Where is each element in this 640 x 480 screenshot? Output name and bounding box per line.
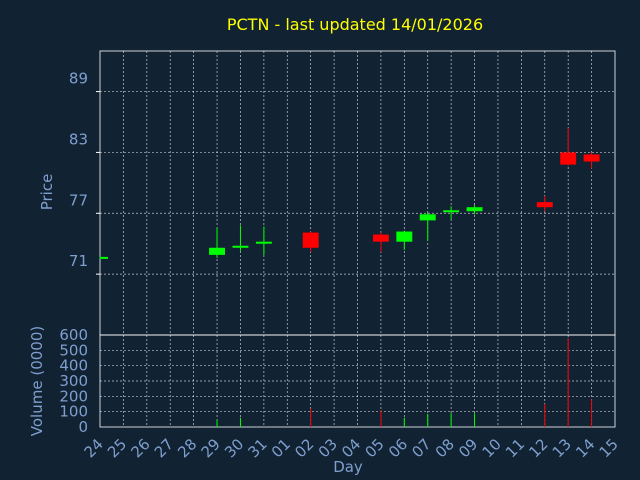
candle-body xyxy=(372,234,389,242)
x-tick-label: 10 xyxy=(479,435,505,461)
candle-07 xyxy=(419,212,436,241)
candle-08 xyxy=(443,206,460,220)
volume-tick-label: 100 xyxy=(59,403,88,421)
candle-body xyxy=(232,245,249,248)
price-tick-label: 77 xyxy=(69,191,88,209)
volume-tick-label: 0 xyxy=(78,418,88,436)
x-tick-label: 14 xyxy=(572,435,598,461)
candle-body xyxy=(466,207,483,212)
candle-31 xyxy=(255,226,272,255)
volume-axis-label: Volume (0000) xyxy=(28,326,46,436)
candle-body xyxy=(100,256,108,259)
candle-14 xyxy=(583,152,600,169)
x-tick-label: 24 xyxy=(81,435,107,461)
x-tick-label: 11 xyxy=(502,435,528,461)
volume-tick-label: 600 xyxy=(59,326,88,344)
x-tick-label: 08 xyxy=(432,435,458,461)
volume-tick-label: 200 xyxy=(59,387,88,405)
x-tick-label: 31 xyxy=(244,435,270,461)
price-panel: 71 77 83 89 xyxy=(69,50,616,336)
candle-30 xyxy=(232,225,249,251)
candle-body xyxy=(396,231,413,242)
candle-body xyxy=(302,232,319,248)
candle-13 xyxy=(560,128,577,166)
candle-body xyxy=(209,247,226,255)
candle-02 xyxy=(302,231,319,252)
candle-body xyxy=(443,210,460,213)
x-tick-label: 26 xyxy=(127,435,153,461)
x-tick-label: 15 xyxy=(596,435,622,461)
x-tick-label: 06 xyxy=(385,435,411,461)
candle-body xyxy=(560,152,577,165)
volume-tick-label: 400 xyxy=(59,357,88,375)
x-tick-label: 07 xyxy=(408,435,434,461)
candle-body xyxy=(419,214,436,221)
x-tick-label: 01 xyxy=(268,435,294,461)
price-tick-label: 83 xyxy=(69,130,88,148)
x-axis-label: Day xyxy=(333,458,363,476)
volume-tick-label: 300 xyxy=(59,372,88,390)
x-tick-label: 02 xyxy=(291,435,317,461)
x-tick-label: 05 xyxy=(362,435,388,461)
x-tick-label: 30 xyxy=(221,435,247,461)
x-tick-label: 28 xyxy=(174,435,200,461)
x-tick-label: 09 xyxy=(455,435,481,461)
volume-tick-label: 500 xyxy=(59,341,88,359)
x-tick-label: 12 xyxy=(525,435,551,461)
price-tick-label: 71 xyxy=(69,252,88,270)
candle-05 xyxy=(372,232,389,252)
candle-09 xyxy=(466,205,483,215)
candle-body xyxy=(255,241,272,244)
candle-body xyxy=(536,202,553,208)
x-tick-label: 13 xyxy=(549,435,575,461)
candle-06 xyxy=(396,230,413,250)
candle-24 xyxy=(99,256,108,259)
x-tick-label: 25 xyxy=(104,435,130,461)
x-tick-label: 27 xyxy=(151,435,177,461)
candle-29 xyxy=(209,227,226,258)
x-tick-label: 29 xyxy=(198,435,224,461)
volume-frame xyxy=(99,334,616,428)
candle-body xyxy=(583,154,600,162)
price-tick-label: 89 xyxy=(69,70,88,88)
chart-title: PCTN - last updated 14/01/2026 xyxy=(227,15,483,34)
price-axis-label: Price xyxy=(38,174,56,211)
candle-12 xyxy=(536,196,553,212)
